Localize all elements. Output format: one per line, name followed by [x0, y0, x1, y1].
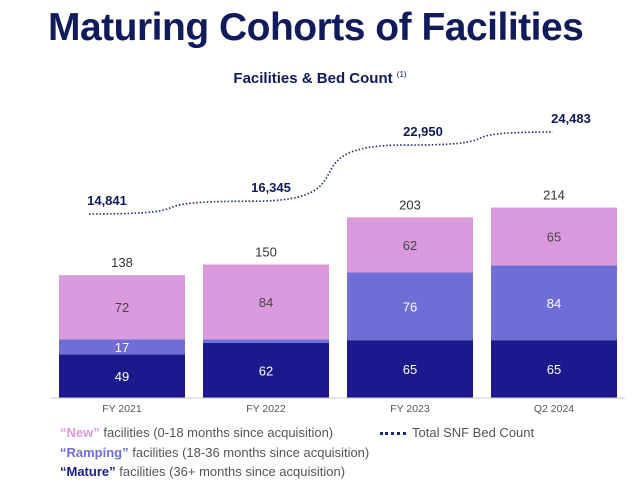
bar-value-label: 62	[259, 363, 273, 378]
bar-value-label: 84	[547, 296, 561, 311]
footnote-ref: (1)	[396, 70, 407, 79]
x-tick-label: FY 2021	[102, 403, 142, 415]
bar-value-label: 72	[115, 300, 129, 315]
bar-total-label: 138	[111, 255, 133, 270]
line-value-label: 24,483	[551, 111, 591, 126]
bar-segment	[59, 339, 185, 355]
bar-segment	[491, 207, 617, 266]
dotted-line-icon	[380, 432, 406, 436]
x-tick-label: FY 2023	[390, 403, 430, 415]
legend-ramping-desc: facilities (18-36 months since acquisiti…	[132, 445, 370, 460]
legend-ramping: “Ramping” facilities (18-36 months since…	[60, 445, 369, 460]
chart-title: Facilities & Bed Count (1)	[0, 70, 640, 87]
bar-value-label: 49	[115, 369, 129, 384]
bar-total-label: 203	[399, 197, 421, 212]
bar-value-label: 65	[547, 362, 561, 377]
page-title: Maturing Cohorts of Facilities	[48, 6, 584, 49]
bar-total-label: 214	[543, 188, 565, 203]
legend-new: “New” facilities (0-18 months since acqu…	[60, 425, 333, 440]
bar-segment	[203, 342, 329, 398]
line-value-label: 22,950	[403, 124, 443, 139]
bar-value-label: 65	[547, 229, 561, 244]
bar-value-label: 84	[259, 295, 273, 310]
bar-segment	[59, 275, 185, 340]
bar-segment	[347, 272, 473, 341]
line-value-label: 16,345	[251, 180, 291, 195]
bar-value-label: 65	[403, 362, 417, 377]
bar-segment	[203, 339, 329, 343]
bar-segment	[491, 340, 617, 398]
legend-line-name: Total SNF Bed Count	[412, 425, 535, 440]
legend-new-desc: facilities (0-18 months since acquisitio…	[103, 425, 334, 440]
bar-value-label: 17	[115, 340, 129, 355]
legend-mature-desc: facilities (36+ months since acquisition…	[119, 464, 346, 479]
legend-mature-name: “Mature”	[60, 464, 116, 479]
bar-segment	[203, 264, 329, 340]
line-value-label: 14,841	[87, 193, 127, 208]
x-tick-label: Q2 2024	[534, 403, 574, 415]
bar-value-label: 76	[403, 299, 417, 314]
bar-segment	[59, 354, 185, 398]
legend-ramping-name: “Ramping”	[60, 445, 129, 460]
legend-new-name: “New”	[60, 425, 100, 440]
bar-segment	[347, 340, 473, 398]
bar-segment	[347, 217, 473, 273]
legend-line: Total SNF Bed Count	[380, 425, 534, 440]
bar-total-label: 150	[255, 245, 277, 260]
bar-value-label: 62	[403, 238, 417, 253]
bed-count-line	[88, 131, 554, 215]
x-tick-label: FY 2022	[246, 403, 286, 415]
bar-segment	[491, 265, 617, 341]
chart-title-text: Facilities & Bed Count	[233, 70, 393, 87]
legend-mature: “Mature” facilities (36+ months since ac…	[60, 464, 345, 479]
